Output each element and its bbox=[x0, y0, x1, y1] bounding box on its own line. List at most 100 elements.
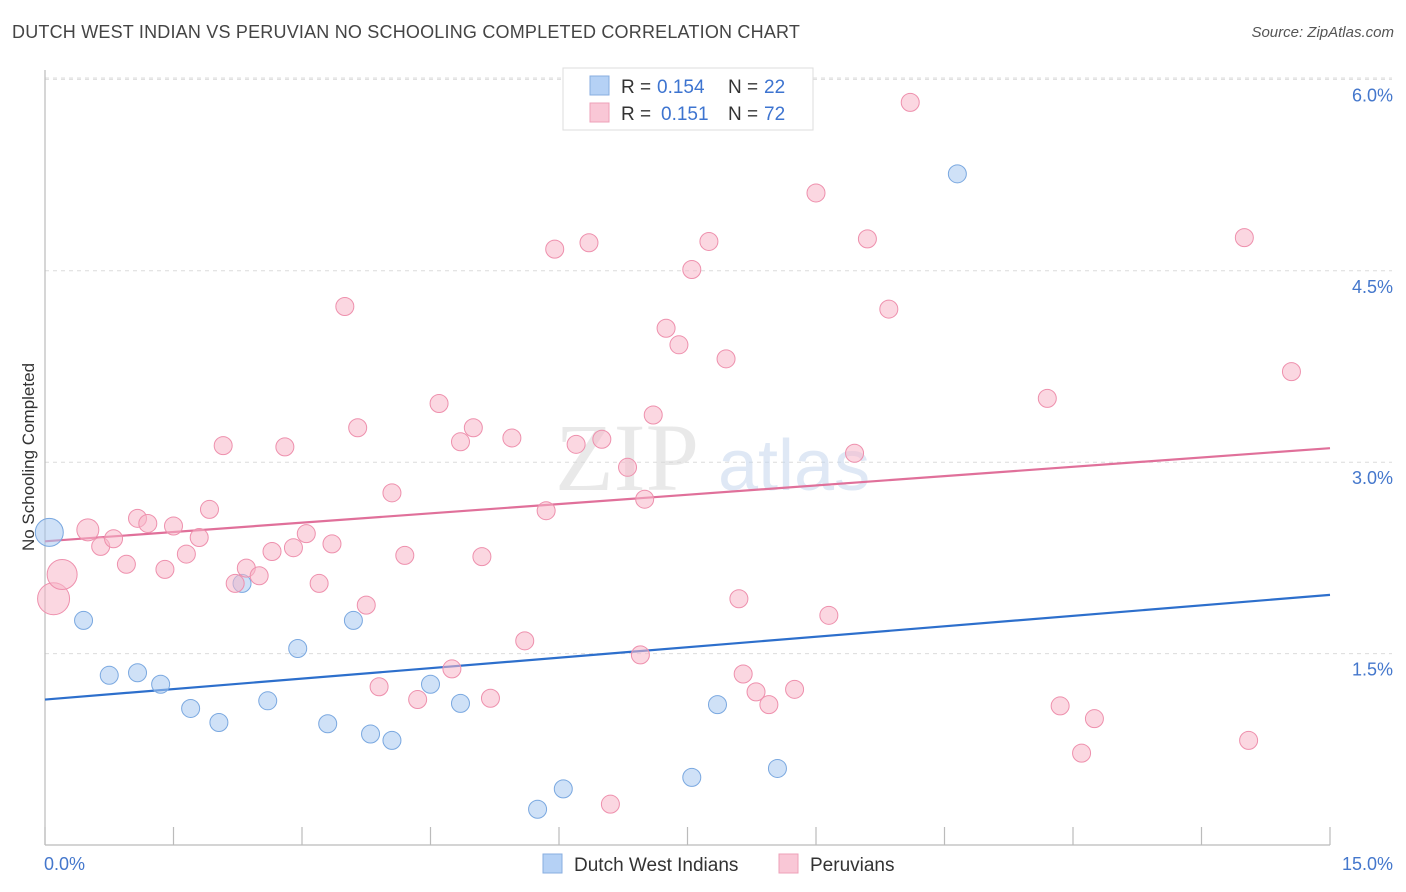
point-peruvian-8 bbox=[155, 559, 175, 579]
point-dutch-5 bbox=[181, 698, 201, 718]
bottom-legend: Dutch West Indians Peruvians bbox=[542, 853, 895, 876]
point-dutch-13 bbox=[382, 730, 402, 750]
point-peruvian-57 bbox=[785, 679, 805, 699]
y-axis-label: No Schooling Completed bbox=[19, 363, 38, 551]
watermark-zip: ZIP bbox=[555, 404, 699, 511]
bottom-legend-swatch-dutch bbox=[542, 853, 563, 874]
point-peruvian-62 bbox=[879, 299, 899, 319]
point-peruvian-68 bbox=[1234, 228, 1254, 248]
point-peruvian-33 bbox=[463, 418, 483, 438]
top-legend: R = 0.154 N = 22 R = 0.151 N = 72 bbox=[562, 67, 814, 131]
point-peruvian-59 bbox=[819, 605, 839, 625]
point-dutch-16 bbox=[528, 799, 548, 819]
legend-r-label-2: R = bbox=[621, 104, 651, 125]
point-peruvian-10 bbox=[176, 544, 196, 564]
legend-r-value-2: 0.151 bbox=[661, 104, 709, 125]
point-peruvian-45 bbox=[630, 645, 650, 665]
tick-labels: 1.5% 3.0% 4.5% 6.0% 0.0% 15.0% bbox=[44, 85, 1393, 874]
legend-n-value-2: 72 bbox=[764, 104, 785, 125]
point-dutch-1 bbox=[74, 610, 94, 630]
point-peruvian-65 bbox=[1050, 696, 1070, 716]
bottom-legend-label-peruvian: Peruvians bbox=[810, 855, 895, 876]
bottom-legend-swatch-peruvian bbox=[778, 853, 799, 874]
trend-line-dutch bbox=[44, 593, 1331, 701]
point-peruvian-23 bbox=[335, 297, 355, 317]
chart-title: DUTCH WEST INDIAN VS PERUVIAN NO SCHOOLI… bbox=[12, 22, 801, 42]
point-peruvian-38 bbox=[536, 501, 556, 521]
legend-n-label-2: N = bbox=[728, 104, 758, 125]
x-tick-label-0: 0.0% bbox=[44, 854, 85, 874]
point-peruvian-35 bbox=[480, 688, 500, 708]
point-peruvian-24 bbox=[348, 418, 368, 438]
point-peruvian-55 bbox=[746, 682, 766, 702]
point-dutch-15 bbox=[450, 693, 470, 713]
point-peruvian-30 bbox=[429, 394, 449, 414]
point-peruvian-37 bbox=[515, 631, 535, 651]
point-dutch-14 bbox=[421, 674, 440, 694]
point-peruvian-56 bbox=[759, 695, 779, 715]
point-peruvian-16 bbox=[249, 566, 269, 586]
y-tick-label-0: 1.5% bbox=[1352, 660, 1393, 680]
point-peruvian-27 bbox=[382, 483, 402, 503]
point-dutch-12 bbox=[361, 724, 381, 744]
x-tick-label-1: 15.0% bbox=[1342, 854, 1393, 874]
point-peruvian-64 bbox=[1037, 388, 1057, 408]
legend-r-label-1: R = bbox=[621, 77, 651, 98]
data-points bbox=[34, 92, 1301, 819]
point-peruvian-44 bbox=[618, 457, 638, 477]
point-peruvian-48 bbox=[656, 318, 676, 338]
point-peruvian-26 bbox=[369, 677, 389, 697]
legend-swatch-dutch bbox=[589, 75, 610, 96]
point-dutch-3 bbox=[128, 663, 148, 683]
point-dutch-2 bbox=[99, 665, 119, 685]
trend-lines bbox=[44, 447, 1331, 701]
point-peruvian-40 bbox=[566, 434, 586, 454]
point-dutch-8 bbox=[258, 691, 278, 711]
legend-n-label-1: N = bbox=[728, 77, 758, 98]
point-peruvian-12 bbox=[199, 499, 219, 519]
point-peruvian-25 bbox=[356, 595, 376, 615]
legend-n-value-1: 22 bbox=[764, 77, 785, 98]
point-peruvian-11 bbox=[189, 527, 209, 547]
point-peruvian-32 bbox=[450, 432, 470, 452]
y-tick-label-1: 3.0% bbox=[1352, 468, 1393, 488]
point-peruvian-13 bbox=[213, 436, 233, 456]
point-dutch-11 bbox=[343, 610, 363, 630]
y-tick-label-3: 6.0% bbox=[1352, 85, 1393, 105]
point-dutch-10 bbox=[318, 714, 338, 734]
point-peruvian-21 bbox=[309, 573, 329, 593]
point-peruvian-31 bbox=[442, 659, 462, 679]
point-peruvian-70 bbox=[1281, 362, 1301, 382]
point-peruvian-9 bbox=[164, 516, 183, 536]
y-tick-label-2: 4.5% bbox=[1352, 277, 1393, 297]
bottom-legend-label-dutch: Dutch West Indians bbox=[574, 855, 738, 876]
source-label: Source: ZipAtlas.com bbox=[1251, 24, 1394, 41]
point-peruvian-69 bbox=[1239, 730, 1259, 750]
watermark: ZIP atlas bbox=[555, 404, 870, 511]
point-peruvian-46 bbox=[635, 489, 655, 509]
axes bbox=[44, 70, 1331, 846]
point-peruvian-67 bbox=[1084, 709, 1104, 729]
point-peruvian-4 bbox=[104, 529, 124, 549]
point-peruvian-60 bbox=[845, 443, 865, 463]
point-peruvian-2 bbox=[76, 518, 100, 542]
point-peruvian-17 bbox=[262, 542, 282, 562]
point-dutch-20 bbox=[767, 758, 787, 778]
point-peruvian-28 bbox=[395, 545, 415, 565]
point-peruvian-66 bbox=[1072, 743, 1092, 763]
point-peruvian-53 bbox=[729, 589, 749, 609]
point-peruvian-50 bbox=[682, 260, 702, 280]
trend-line-peruvian bbox=[44, 447, 1331, 543]
point-peruvian-20 bbox=[296, 524, 316, 544]
watermark-atlas: atlas bbox=[718, 426, 870, 506]
point-dutch-21 bbox=[947, 164, 967, 184]
point-peruvian-19 bbox=[283, 538, 303, 558]
point-peruvian-36 bbox=[502, 428, 522, 448]
point-peruvian-47 bbox=[643, 405, 663, 425]
point-peruvian-51 bbox=[699, 231, 719, 251]
point-peruvian-34 bbox=[472, 547, 492, 567]
point-peruvian-5 bbox=[116, 554, 136, 574]
point-peruvian-52 bbox=[716, 349, 736, 369]
point-peruvian-54 bbox=[733, 664, 753, 684]
point-dutch-0 bbox=[34, 517, 64, 547]
